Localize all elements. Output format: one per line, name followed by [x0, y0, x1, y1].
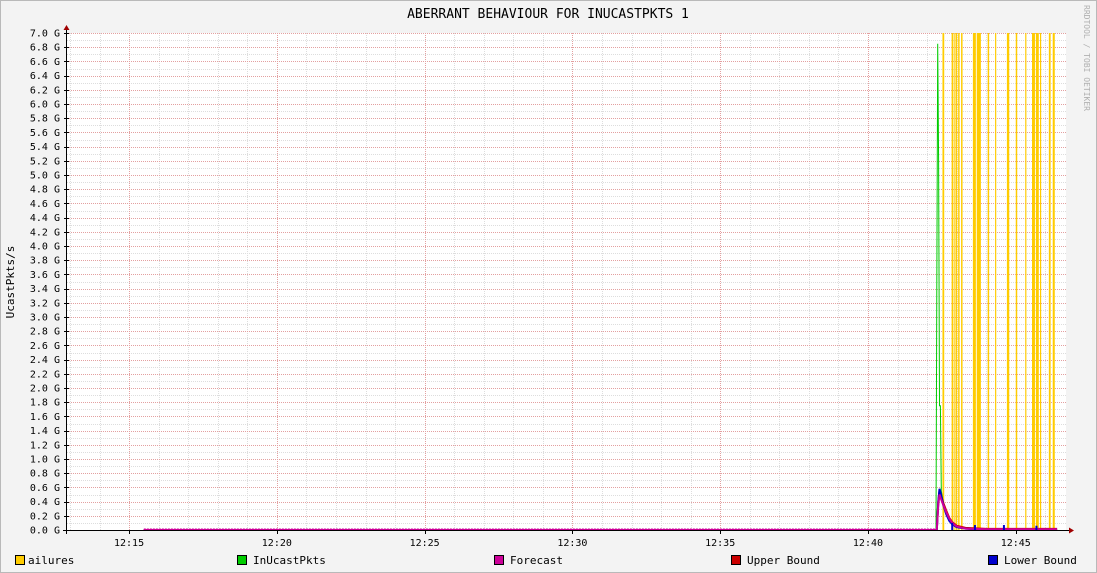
- y-tick-label: 6.4 G: [30, 71, 60, 82]
- failure-band: [1032, 33, 1035, 530]
- failure-band: [1035, 33, 1039, 530]
- legend-label-upper-bound: Upper Bound: [747, 553, 820, 567]
- y-tick-label: 7.0 G: [30, 29, 60, 40]
- legend-item-inucastpkts: InUcastPkts: [237, 553, 326, 567]
- legend: ailures InUcastPkts Forecast Upper Bound…: [0, 553, 1097, 567]
- legend-label-lower-bound: Lower Bound: [1004, 553, 1077, 567]
- y-tick-label: 4.2 G: [30, 227, 60, 238]
- y-tick-label: 6.2 G: [30, 85, 60, 96]
- y-tick-label: 2.6 G: [30, 341, 60, 352]
- y-tick-label: 6.0 G: [30, 100, 60, 111]
- failure-band: [987, 33, 990, 530]
- failure-band: [951, 33, 954, 530]
- failure-band: [955, 33, 958, 530]
- y-tick-label: 6.8 G: [30, 43, 60, 54]
- y-tick-label: 5.4 G: [30, 142, 60, 153]
- y-tick-label: 4.4 G: [30, 213, 60, 224]
- y-tick-label: 5.6 G: [30, 128, 60, 139]
- x-tick-label: 12:30: [557, 538, 587, 549]
- y-tick-label: 4.8 G: [30, 185, 60, 196]
- y-tick-label: 5.2 G: [30, 156, 60, 167]
- y-tick-label: 2.8 G: [30, 327, 60, 338]
- legend-swatch-forecast: [494, 555, 504, 565]
- y-tick-label: 5.0 G: [30, 171, 60, 182]
- chart-title: ABERRANT BEHAVIOUR FOR INUCASTPKTS 1: [407, 7, 689, 22]
- series-lines: [143, 43, 1058, 531]
- y-tick-label: 4.0 G: [30, 242, 60, 253]
- legend-label-forecast: Forecast: [510, 553, 563, 567]
- y-tick-label: 0.2 G: [30, 511, 60, 522]
- failure-band: [942, 33, 945, 530]
- legend-item-upper-bound: Upper Bound: [731, 553, 820, 567]
- failure-band: [1015, 33, 1018, 530]
- y-tick-label: 3.8 G: [30, 256, 60, 267]
- x-tick-label: 12:40: [853, 538, 883, 549]
- x-tick-label: 12:15: [114, 538, 144, 549]
- y-tick-label: 1.6 G: [30, 412, 60, 423]
- y-tick-label: 2.4 G: [30, 355, 60, 366]
- legend-swatch-failures: [15, 555, 25, 565]
- x-tick-label: 12:35: [705, 538, 735, 549]
- y-tick-label: 3.4 G: [30, 284, 60, 295]
- legend-label-failures: ailures: [28, 553, 75, 567]
- failure-band: [1052, 33, 1055, 530]
- failure-band: [1025, 33, 1027, 530]
- legend-item-lower-bound: Lower Bound: [988, 553, 1077, 567]
- y-tick-label: 3.2 G: [30, 298, 60, 309]
- y-tick-label: 0.6 G: [30, 483, 60, 494]
- x-tick-label: 12:20: [262, 538, 292, 549]
- x-tick-label: 12:25: [410, 538, 440, 549]
- y-tick-label: 1.8 G: [30, 398, 60, 409]
- failure-band: [976, 33, 981, 530]
- failure-band: [1048, 33, 1051, 530]
- y-tick-label: 4.6 G: [30, 199, 60, 210]
- failure-band: [958, 33, 960, 530]
- watermark: RRDTOOL / TOBI OETIKER: [1082, 5, 1091, 111]
- y-axis-arrow: [63, 25, 70, 30]
- y-tick-label: 3.6 G: [30, 270, 60, 281]
- x-tick-label: 12:45: [1001, 538, 1031, 549]
- y-tick-label: 0.8 G: [30, 469, 60, 480]
- failure-band: [1039, 33, 1042, 530]
- legend-swatch-inucastpkts: [237, 555, 247, 565]
- y-tick-label: 2.0 G: [30, 384, 60, 395]
- failure-bands: [942, 33, 1055, 530]
- failure-band: [995, 33, 997, 530]
- y-tick-label: 1.2 G: [30, 440, 60, 451]
- legend-label-inucastpkts: InUcastPkts: [253, 553, 326, 567]
- y-tick-labels: 0.0 G 0.2 G 0.4 G 0.6 G 0.8 G 1.0 G 1.2 G 1.4 G…: [30, 29, 69, 537]
- legend-swatch-lower-bound: [988, 555, 998, 565]
- y-axis-label: UcastPkts/s: [4, 246, 17, 319]
- failure-band: [1006, 33, 1010, 530]
- y-tick-label: 2.2 G: [30, 369, 60, 380]
- y-tick-label: 1.0 G: [30, 455, 60, 466]
- y-tick-label: 6.6 G: [30, 57, 60, 68]
- y-tick-label: 1.4 G: [30, 426, 60, 437]
- y-tick-label: 3.0 G: [30, 313, 60, 324]
- failure-band: [972, 33, 976, 530]
- failure-band: [961, 33, 963, 530]
- x-axis-arrow: [1069, 527, 1074, 534]
- legend-item-forecast: Forecast: [494, 553, 563, 567]
- failure-band: [953, 33, 955, 530]
- legend-item-failures: ailures: [15, 553, 74, 567]
- y-tick-label: 0.4 G: [30, 497, 60, 508]
- series-line-forecast: [143, 494, 1058, 531]
- plot-area: [67, 33, 1066, 530]
- y-tick-label: 5.8 G: [30, 114, 60, 125]
- x-tick-labels: 12:15 12:20 12:25 12:30 12:35 12:40 12:45: [114, 530, 1031, 549]
- y-tick-label: 0.0 G: [30, 526, 60, 537]
- legend-swatch-upper-bound: [731, 555, 741, 565]
- axes: [63, 25, 1074, 534]
